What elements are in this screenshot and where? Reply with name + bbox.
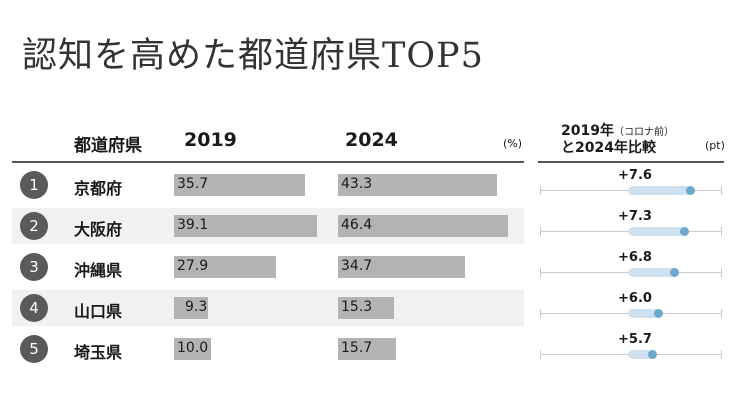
- prefecture-label: 埼玉県: [74, 343, 123, 362]
- diff-axis-tick: [540, 227, 541, 236]
- diff-value: +6.8: [618, 250, 652, 265]
- bar-2019: [174, 174, 305, 196]
- diff-track: [628, 309, 663, 318]
- table-row: 3 沖縄県 27.9 34.7: [12, 249, 524, 285]
- prefecture-label: 大阪府: [74, 220, 123, 239]
- rank-badge: 3: [20, 253, 48, 281]
- bar-value-2024: 15.7: [341, 340, 373, 356]
- header-divider: [12, 161, 524, 163]
- column-header-2019: 2019: [184, 129, 237, 151]
- bar-2024: [338, 297, 395, 319]
- diff-axis-tick: [721, 186, 722, 195]
- diff-dot: [680, 227, 689, 236]
- rank-badge: 1: [20, 171, 48, 199]
- column-header-diff-line1: 2019年（コロナ前）: [561, 120, 674, 140]
- diff-axis-tick: [540, 350, 541, 359]
- header-divider-diff: [538, 161, 724, 163]
- bar-value-2024: 43.3: [341, 176, 373, 192]
- table-row: 2 大阪府 39.1 46.4: [12, 208, 524, 244]
- bar-2019: [174, 297, 209, 319]
- bar-value-2019: 39.1: [177, 217, 209, 233]
- diff-cell: +7.6: [538, 167, 724, 203]
- rank-badge: 4: [20, 294, 48, 322]
- diff-axis-tick: [721, 227, 722, 236]
- diff-dot: [686, 186, 695, 195]
- bar-value-2019: 35.7: [177, 176, 209, 192]
- diff-axis-tick: [540, 309, 541, 318]
- bar-value-2019: 27.9: [177, 258, 209, 274]
- column-header-prefecture: 都道府県: [74, 136, 142, 156]
- bar-2024: [338, 174, 497, 196]
- diff-axis-tick: [540, 268, 541, 277]
- bar-2024: [338, 215, 509, 237]
- table-row: 5 埼玉県 10.0 15.7: [12, 331, 524, 367]
- page-title: 認知を高めた都道府県TOP5: [22, 36, 484, 76]
- diff-value: +7.3: [618, 209, 652, 224]
- table-row: 4 山口県 9.3 15.3: [12, 290, 524, 326]
- bar-value-2019: 9.3: [185, 299, 208, 315]
- bar-value-2024: 34.7: [341, 258, 373, 274]
- diff-dot: [670, 268, 679, 277]
- bar-value-2024: 15.3: [341, 299, 373, 315]
- diff-cell: +6.8: [538, 249, 724, 285]
- diff-cell: +6.0: [538, 290, 724, 326]
- diff-axis-tick: [721, 350, 722, 359]
- diff-cell: +5.7: [538, 331, 724, 367]
- diff-dot: [654, 309, 663, 318]
- prefecture-label: 沖縄県: [74, 261, 123, 280]
- bar-2024: [338, 338, 396, 360]
- prefecture-label: 山口県: [74, 302, 123, 321]
- bar-2024: [338, 256, 466, 278]
- diff-axis-tick: [721, 268, 722, 277]
- bar-2019: [174, 215, 318, 237]
- diff-value: +7.6: [618, 168, 652, 183]
- column-header-2024: 2024: [345, 129, 398, 151]
- diff-header-year: 2019年: [561, 123, 614, 139]
- bar-value-2024: 46.4: [341, 217, 373, 233]
- rank-badge: 5: [20, 335, 48, 363]
- diff-header-note: （コロナ前）: [613, 127, 674, 138]
- diff-track: [628, 268, 679, 277]
- bar-value-2019: 10.0: [177, 340, 209, 356]
- column-header-diff-line2: と2024年比較: [561, 140, 656, 156]
- diff-value: +6.0: [618, 291, 652, 306]
- diff-track: [628, 227, 689, 236]
- bar-2019: [174, 256, 277, 278]
- diff-track: [628, 350, 657, 359]
- diff-axis-tick: [721, 309, 722, 318]
- diff-dot: [648, 350, 657, 359]
- diff-cell: +7.3: [538, 208, 724, 244]
- rank-badge: 2: [20, 212, 48, 240]
- bar-2019: [174, 338, 211, 360]
- prefecture-label: 京都府: [74, 179, 123, 198]
- pt-unit-label: (pt): [705, 139, 725, 152]
- percent-unit-label: (%): [503, 137, 523, 150]
- table-row: 1 京都府 35.7 43.3: [12, 167, 524, 203]
- diff-axis-tick: [540, 186, 541, 195]
- diff-value: +5.7: [618, 332, 652, 347]
- diff-track: [628, 186, 695, 195]
